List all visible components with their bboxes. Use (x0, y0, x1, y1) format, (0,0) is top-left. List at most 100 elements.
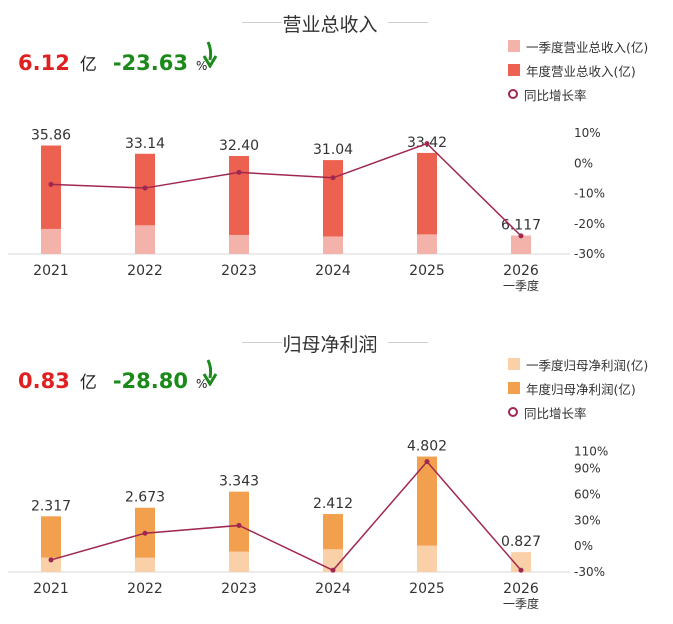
profit-kpi: 0.83 亿 -28.80 % (18, 368, 207, 393)
y-right-tick-label: -30% (574, 565, 605, 579)
bar-value-label: 2.412 (313, 496, 353, 512)
annual-bar (135, 507, 155, 572)
growth-point (48, 557, 54, 563)
y-right-tick-label: 90% (574, 462, 601, 476)
growth-point (330, 567, 336, 573)
revenue-kpi-pct: % (195, 59, 208, 73)
annual-bar (323, 160, 343, 254)
profit-kpi-change: -28.80 (112, 369, 188, 393)
profit-kpi-pct: % (195, 377, 208, 391)
y-right-tick-label: 0% (574, 539, 593, 553)
y-right-tick-label: 30% (574, 513, 601, 527)
legend-item-annual: 年度营业总收入(亿) (508, 58, 648, 82)
q1-bar (135, 225, 155, 254)
revenue-kpi-unit: 亿 (79, 55, 97, 75)
bar-value-label: 2.673 (125, 490, 165, 506)
revenue-kpi: 6.12 亿 -23.63 % (18, 50, 207, 75)
growth-point (330, 175, 336, 181)
q1-bar (229, 234, 249, 254)
legend-item-q1: 一季度归母净利润(亿) (508, 352, 648, 376)
bar-value-label: 33.14 (125, 136, 165, 152)
growth-point (142, 185, 148, 191)
x-tick-label: 2022 (127, 263, 163, 279)
y-right-tick-label: 60% (574, 487, 601, 501)
profit-panel: 归母净利润 0.83 亿 -28.80 % 一季度归母净利润(亿) 年度归母净利… (0, 322, 673, 624)
growth-point (48, 181, 54, 187)
profit-chart: 2.317 2021 2.673 2022 3.343 2023 2.412 2024 4.80… (8, 439, 608, 611)
y-right-tick-label: 0% (574, 156, 593, 170)
title-rule-right (388, 22, 428, 23)
q1-bar (41, 228, 61, 254)
legend-label-growth: 同比增长率 (524, 405, 587, 421)
legend-item-annual: 年度归母净利润(亿) (508, 376, 648, 400)
annual-bar (229, 155, 249, 254)
q1-bar (41, 557, 61, 572)
x-tick-label: 2023 (221, 263, 257, 279)
q1-bar (323, 236, 343, 254)
growth-line (50, 142, 522, 237)
revenue-chart: 35.86202133.14202232.40202331.04202433.4… (8, 126, 605, 293)
x-tick-label: 2024 (315, 263, 351, 279)
title-rule-left (242, 342, 282, 343)
x-tick-label: 2025 (409, 263, 445, 279)
legend-swatch-growth (508, 89, 518, 99)
growth-line (50, 460, 522, 572)
down-arrow-icon (202, 40, 218, 74)
legend-label-annual: 年度营业总收入(亿) (526, 63, 636, 79)
legend-item-growth: 同比增长率 (508, 400, 648, 424)
q1-bar (323, 549, 343, 572)
legend-swatch-q1 (508, 358, 520, 370)
x-tick-label: 2026 (503, 263, 539, 279)
x-tick-label: 2025 (409, 581, 445, 597)
growth-point (518, 567, 524, 573)
x-tick-label: 2021 (33, 581, 69, 597)
bar-value-label: 31.04 (313, 142, 353, 158)
revenue-legend: 一季度营业总收入(亿) 年度营业总收入(亿) 同比增长率 (508, 34, 648, 106)
q1-bar (511, 235, 531, 254)
revenue-kpi-value: 6.12 (18, 51, 70, 75)
q1-bar (417, 234, 437, 254)
growth-point (142, 530, 148, 536)
profit-kpi-value: 0.83 (18, 369, 70, 393)
title-rule-left (242, 22, 282, 23)
y-right-tick-label: -10% (574, 187, 605, 201)
x-tick-sublabel: 一季度 (503, 278, 539, 293)
q1-bar (511, 552, 531, 572)
down-arrow-icon (202, 358, 218, 392)
x-tick-label: 2022 (127, 581, 163, 597)
bar-value-label: 0.827 (501, 534, 541, 550)
q1-bar (135, 557, 155, 572)
legend-label-q1: 一季度归母净利润(亿) (526, 357, 649, 373)
legend-item-growth: 同比增长率 (508, 82, 648, 106)
annual-bar (417, 456, 437, 572)
legend-item-q1: 一季度营业总收入(亿) (508, 34, 648, 58)
x-tick-label: 2021 (33, 263, 69, 279)
bar-value-label: 6.117 (501, 217, 541, 233)
q1-bar (229, 551, 249, 572)
bar-value-label: 35.86 (31, 128, 71, 144)
legend-label-q1: 一季度营业总收入(亿) (526, 39, 649, 55)
growth-point (518, 233, 524, 239)
annual-bar (417, 152, 437, 254)
profit-title: 归母净利润 (282, 334, 378, 356)
q1-bar (417, 545, 437, 572)
y-right-tick-label: 110% (574, 444, 608, 458)
profit-kpi-unit: 亿 (79, 373, 97, 393)
growth-point (236, 522, 242, 528)
legend-swatch-annual (508, 382, 520, 394)
x-tick-label: 2024 (315, 581, 351, 597)
y-right-tick-label: -20% (574, 217, 605, 231)
bar-value-label: 32.40 (219, 138, 259, 154)
y-right-tick-label: 10% (574, 126, 601, 140)
legend-swatch-growth (508, 407, 518, 417)
bar-value-label: 4.802 (407, 439, 447, 455)
growth-point (424, 141, 430, 147)
legend-swatch-annual (508, 64, 520, 76)
legend-label-annual: 年度归母净利润(亿) (526, 381, 636, 397)
title-rule-right (388, 342, 428, 343)
annual-bar (41, 145, 61, 254)
bar-value-label: 2.317 (31, 498, 71, 514)
y-right-tick-label: -30% (574, 247, 605, 261)
legend-swatch-q1 (508, 40, 520, 52)
revenue-kpi-change: -23.63 (112, 51, 188, 75)
